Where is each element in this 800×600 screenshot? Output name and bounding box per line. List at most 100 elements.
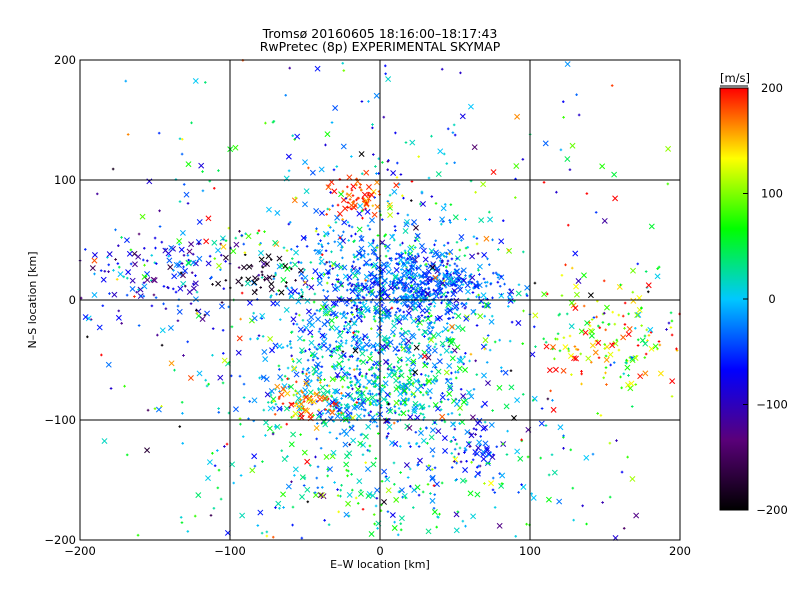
scatter-point xyxy=(336,375,339,379)
scatter-point xyxy=(508,384,515,391)
scatter-point xyxy=(434,366,437,369)
scatter-point xyxy=(103,269,107,273)
scatter-point xyxy=(399,268,403,271)
scatter-point xyxy=(383,376,386,379)
scatter-point xyxy=(348,355,352,358)
scatter-point xyxy=(469,352,473,356)
colorbar-label: [m/s] xyxy=(720,71,750,85)
scatter-point xyxy=(371,392,374,396)
scatter-point xyxy=(291,197,298,204)
scatter-point xyxy=(297,260,300,264)
scatter-point xyxy=(491,476,495,480)
scatter-point xyxy=(596,412,599,415)
scatter-point xyxy=(332,387,338,394)
scatter-point xyxy=(622,372,626,376)
scatter-point xyxy=(421,333,424,337)
scatter-point xyxy=(461,519,465,523)
scatter-point xyxy=(392,346,399,353)
scatter-point xyxy=(596,324,600,328)
scatter-point xyxy=(319,256,322,259)
scatter-point xyxy=(333,240,337,244)
scatter-point xyxy=(452,436,455,439)
scatter-point xyxy=(431,454,435,458)
scatter-point xyxy=(427,287,431,291)
scatter-point xyxy=(669,378,676,385)
scatter-point xyxy=(418,384,422,387)
scatter-point xyxy=(335,437,338,440)
scatter-point xyxy=(133,295,136,298)
scatter-point xyxy=(429,475,436,482)
scatter-point xyxy=(262,408,266,412)
scatter-point xyxy=(622,527,626,530)
scatter-point xyxy=(371,344,375,348)
scatter-point xyxy=(317,408,321,412)
scatter-point xyxy=(278,368,281,371)
scatter-point xyxy=(434,265,441,272)
scatter-point xyxy=(397,390,404,397)
scatter-point xyxy=(472,286,475,290)
scatter-point xyxy=(290,247,293,251)
scatter-point xyxy=(390,170,397,176)
scatter-point xyxy=(427,343,430,347)
scatter-point xyxy=(429,280,433,283)
scatter-point xyxy=(532,398,535,402)
scatter-point xyxy=(418,430,424,436)
scatter-point xyxy=(425,390,428,393)
scatter-point xyxy=(320,243,323,247)
scatter-point xyxy=(385,337,389,340)
scatter-point xyxy=(326,272,330,275)
scatter-point xyxy=(129,248,133,252)
grid-lines xyxy=(80,60,680,540)
scatter-point xyxy=(450,371,453,375)
scatter-point xyxy=(370,188,377,195)
scatter-point xyxy=(185,161,192,168)
scatter-point xyxy=(317,492,324,499)
scatter-point xyxy=(486,257,489,261)
scatter-point xyxy=(407,246,414,252)
scatter-point xyxy=(178,200,182,203)
scatter-point xyxy=(452,123,456,127)
scatter-point xyxy=(360,308,363,311)
scatter-point xyxy=(363,169,370,176)
scatter-point xyxy=(399,445,402,448)
scatter-point xyxy=(238,229,241,233)
scatter-point xyxy=(239,422,242,426)
scatter-point xyxy=(396,212,400,215)
scatter-point xyxy=(261,460,264,463)
scatter-point xyxy=(501,442,505,446)
scatter-point xyxy=(376,234,380,237)
scatter-point xyxy=(232,144,239,151)
scatter-point xyxy=(451,316,455,319)
scatter-point xyxy=(361,216,364,220)
scatter-point xyxy=(453,276,460,283)
scatter-point xyxy=(358,266,362,270)
scatter-point xyxy=(468,280,472,283)
scatter-point xyxy=(302,387,309,394)
scatter-point xyxy=(482,277,486,281)
scatter-point xyxy=(642,370,649,377)
scatter-point xyxy=(364,282,368,286)
scatter-point xyxy=(401,194,404,198)
scatter-point xyxy=(624,364,631,371)
scatter-point xyxy=(383,343,390,350)
scatter-point xyxy=(507,296,514,303)
scatter-point xyxy=(338,432,342,436)
scatter-point xyxy=(426,441,429,445)
scatter-point xyxy=(329,453,336,460)
scatter-point xyxy=(370,461,377,468)
scatter-point xyxy=(299,398,302,401)
scatter-point xyxy=(346,312,349,315)
scatter-point xyxy=(426,280,430,283)
scatter-point xyxy=(349,380,352,384)
scatter-point xyxy=(384,243,391,250)
scatter-point xyxy=(346,283,350,286)
scatter-point xyxy=(371,417,378,424)
scatter-point xyxy=(438,512,441,516)
scatter-point xyxy=(462,367,469,373)
scatter-point xyxy=(405,363,409,367)
scatter-point xyxy=(294,196,298,200)
scatter-point xyxy=(391,323,398,329)
scatter-point xyxy=(281,456,288,463)
scatter-point xyxy=(167,264,174,271)
